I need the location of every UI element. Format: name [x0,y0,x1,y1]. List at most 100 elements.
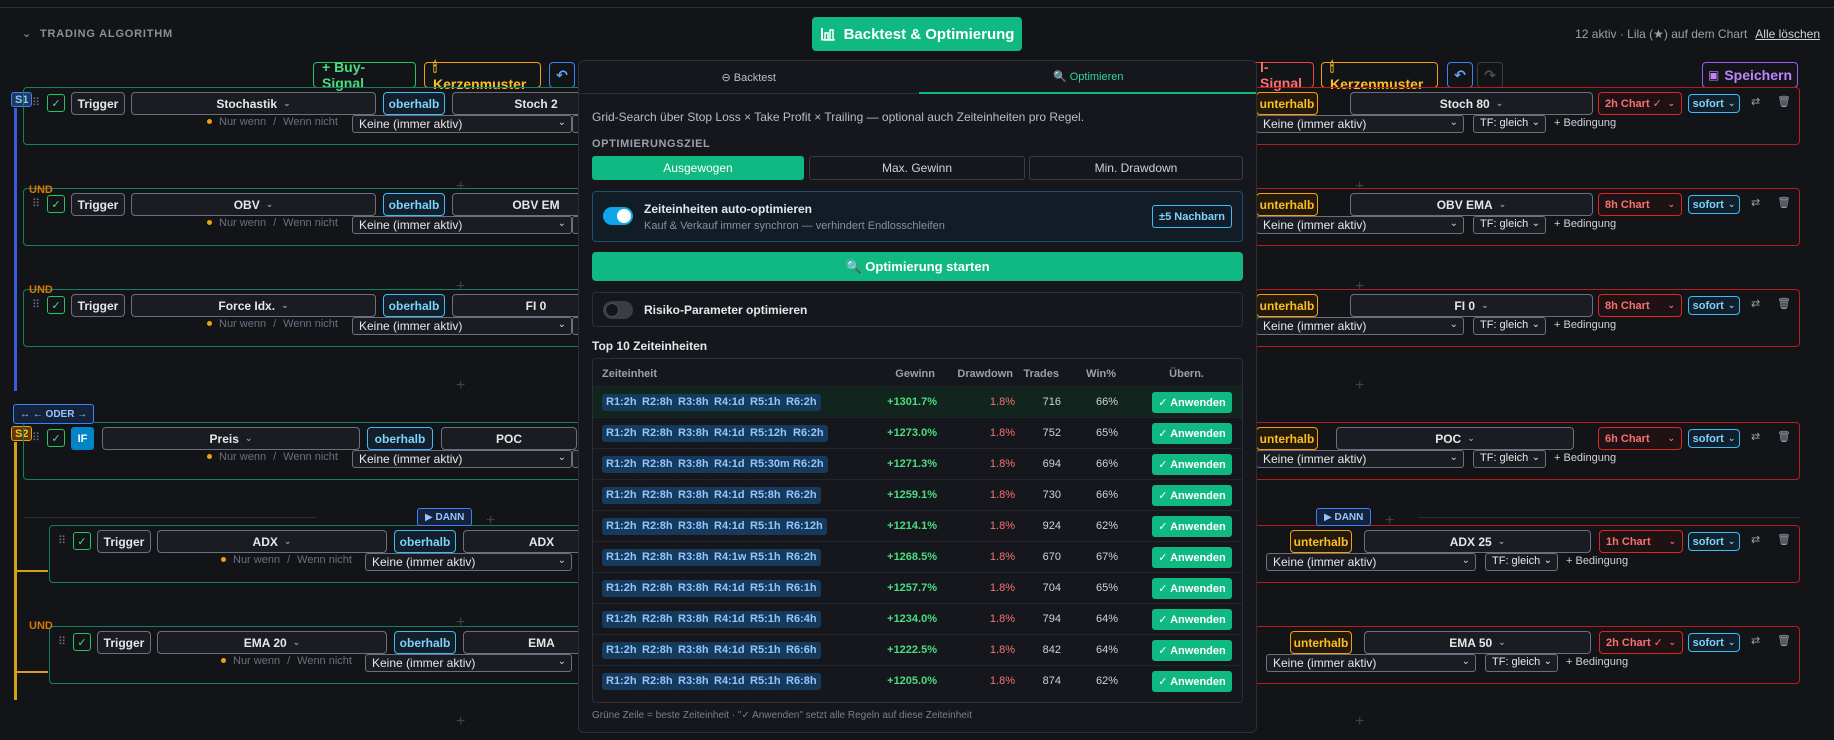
checkbox-enabled[interactable]: ✓ [73,532,91,550]
auto-optimize-toggle[interactable] [603,207,633,225]
wenn-nicht-option[interactable]: Wenn nicht [283,451,338,463]
chart-timeframe-select[interactable]: 1h Chart ⌄ [1599,530,1683,553]
nur-wenn-option[interactable]: Nur wenn [219,318,267,330]
indicator-select[interactable]: Stochastik ⌄ [131,92,376,115]
save-button[interactable]: ▣ Speichern [1702,62,1798,88]
section-header[interactable]: ⌄ TRADING ALGORITHM [22,27,173,40]
indicator-select[interactable]: OBV ⌄ [131,193,376,216]
nur-wenn-option[interactable]: Nur wenn [233,554,281,566]
comparator-unterhalb[interactable]: unterhalb [1256,427,1318,450]
target-select-right[interactable]: POC ⌄ [1336,427,1574,450]
chart-timeframe-select[interactable]: 8h Chart ⌄ [1598,294,1682,317]
target-select[interactable]: POC [441,427,577,450]
apply-button[interactable]: ✓ Anwenden [1152,392,1232,413]
neighbors-button[interactable]: ±5 Nachbarn [1152,205,1232,228]
drag-handle-icon[interactable]: ⠿ [32,432,40,444]
execution-sofort-select[interactable]: sofort ⌄ [1688,532,1740,551]
apply-button[interactable]: ✓ Anwenden [1152,485,1232,506]
condition-dropdown[interactable]: Keine (immer aktiv) ⌄ [365,654,572,672]
trash-icon[interactable]: 🗑 [1777,96,1791,108]
chart-timeframe-select[interactable]: 2h Chart ✓ ⌄ [1598,92,1682,115]
oder-connector-button[interactable]: ↔ ← ODER → [13,404,95,424]
apply-button[interactable]: ✓ Anwenden [1152,609,1232,630]
goal-max-gewinn-button[interactable]: Max. Gewinn [809,156,1025,180]
dann-connector-left[interactable]: ▶ DANN [417,508,473,526]
wenn-nicht-option[interactable]: Wenn nicht [297,554,352,566]
wenn-nicht-option[interactable]: Wenn nicht [283,318,338,330]
indicator-select[interactable]: EMA 20 ⌄ [157,631,387,654]
apply-button[interactable]: ✓ Anwenden [1152,640,1232,661]
tab-backtest[interactable]: ⊖ Backtest [579,61,919,94]
drag-handle-icon[interactable]: ⠿ [58,636,66,648]
trash-icon[interactable]: 🗑 [1777,534,1791,546]
add-condition-button[interactable]: + Bedingung [1554,218,1617,230]
add-condition-button[interactable]: + Bedingung [1554,452,1617,464]
undo-icon[interactable]: ↶ [549,62,575,88]
execution-sofort-select[interactable]: sofort ⌄ [1688,195,1740,214]
swap-icon[interactable]: ⇄ [1751,534,1761,546]
execution-sofort-select[interactable]: sofort ⌄ [1688,429,1740,448]
undo-icon[interactable]: ↶ [1447,62,1473,88]
add-rule-plus-icon[interactable]: + [456,377,466,394]
tf-dropdown[interactable]: TF: gleich ⌄ [1473,450,1546,468]
add-rule-plus-icon[interactable]: + [456,713,466,730]
comparator-unterhalb[interactable]: unterhalb [1290,631,1352,654]
drag-handle-icon[interactable]: ⠿ [32,97,40,109]
sell-signal-button[interactable]: l-Signal [1252,59,1314,91]
add-rule-plus-icon[interactable]: + [456,614,466,631]
add-rule-plus-icon[interactable]: + [486,512,496,529]
trash-icon[interactable]: 🗑 [1777,431,1791,443]
swap-icon[interactable]: ⇄ [1751,96,1761,108]
add-condition-button[interactable]: + Bedingung [1554,117,1617,129]
comparator-unterhalb[interactable]: unterhalb [1256,193,1318,216]
wenn-nicht-option[interactable]: Wenn nicht [283,217,338,229]
add-rule-plus-icon[interactable]: + [1355,713,1365,730]
trigger-badge[interactable]: Trigger [71,193,125,216]
execution-sofort-select[interactable]: sofort ⌄ [1688,633,1740,652]
condition-dropdown-right[interactable]: Keine (immer aktiv) ⌄ [1256,216,1464,234]
target-select-right[interactable]: FI 0 ⌄ [1350,294,1593,317]
chart-timeframe-select[interactable]: 6h Chart ⌄ [1598,427,1682,450]
trash-icon[interactable]: 🗑 [1777,298,1791,310]
apply-button[interactable]: ✓ Anwenden [1152,547,1232,568]
target-select-right[interactable]: Stoch 80 ⌄ [1350,92,1593,115]
backtest-optimize-button[interactable]: Backtest & Optimierung [812,17,1022,51]
target-select-right[interactable]: EMA 50 ⌄ [1364,631,1591,654]
condition-dropdown-right[interactable]: Keine (immer aktiv) ⌄ [1266,654,1476,672]
condition-dropdown-right[interactable]: Keine (immer aktiv) ⌄ [1256,317,1464,335]
trigger-badge[interactable]: Trigger [71,294,125,317]
apply-button[interactable]: ✓ Anwenden [1152,578,1232,599]
checkbox-enabled[interactable]: ✓ [47,94,65,112]
checkbox-enabled[interactable]: ✓ [73,633,91,651]
tf-dropdown[interactable]: TF: gleich ⌄ [1473,115,1546,133]
drag-handle-icon[interactable]: ⠿ [32,198,40,210]
swap-icon[interactable]: ⇄ [1751,635,1761,647]
execution-sofort-select[interactable]: sofort ⌄ [1688,94,1740,113]
trash-icon[interactable]: 🗑 [1777,635,1791,647]
chart-timeframe-select[interactable]: 2h Chart ✓ ⌄ [1599,631,1683,654]
drag-handle-icon[interactable]: ⠿ [32,299,40,311]
target-select-right[interactable]: ADX 25 ⌄ [1364,530,1591,553]
apply-button[interactable]: ✓ Anwenden [1152,671,1232,692]
indicator-select[interactable]: ADX ⌄ [157,530,387,553]
add-rule-plus-icon[interactable]: + [1355,278,1365,295]
add-condition-button[interactable]: + Bedingung [1566,555,1629,567]
comparator-oberhalb[interactable]: oberhalb [383,193,445,216]
tf-dropdown[interactable]: TF: gleich ⌄ [1485,553,1558,571]
condition-dropdown[interactable]: Keine (immer aktiv) ⌄ [352,450,572,468]
tf-dropdown[interactable]: TF: gleich ⌄ [1485,654,1558,672]
add-condition-button[interactable]: + Bedingung [1566,656,1629,668]
add-rule-plus-icon[interactable]: + [1355,178,1365,195]
indicator-select[interactable]: Force Idx. ⌄ [131,294,376,317]
checkbox-enabled[interactable]: ✓ [47,195,65,213]
indicator-select[interactable]: Preis ⌄ [102,427,360,450]
condition-dropdown[interactable]: Keine (immer aktiv) ⌄ [352,115,572,133]
swap-icon[interactable]: ⇄ [1751,298,1761,310]
trigger-badge[interactable]: Trigger [71,92,125,115]
tf-dropdown[interactable]: TF: gleich ⌄ [1473,216,1546,234]
condition-dropdown-right[interactable]: Keine (immer aktiv) ⌄ [1256,115,1464,133]
trash-icon[interactable]: 🗑 [1777,197,1791,209]
comparator-oberhalb[interactable]: oberhalb [383,294,445,317]
redo-icon[interactable]: ↷ [1477,62,1503,88]
risk-params-toggle[interactable] [603,301,633,319]
